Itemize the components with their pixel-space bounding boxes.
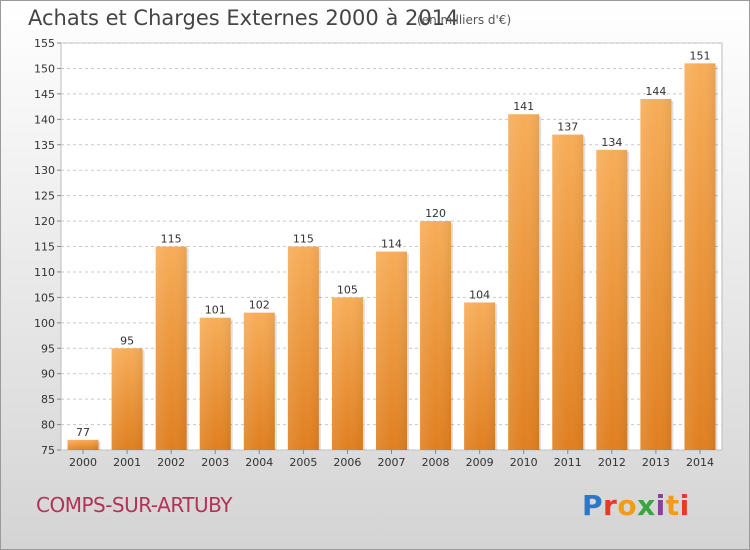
x-tick-label: 2011 [554, 456, 582, 469]
y-tick-label: 110 [34, 266, 55, 279]
x-tick-label: 2014 [686, 456, 714, 469]
bar-highlight [111, 348, 143, 450]
y-tick-label: 155 [34, 37, 55, 50]
x-tick-label: 2003 [201, 456, 229, 469]
x-tick-label: 2000 [69, 456, 97, 469]
x-tick-label: 2006 [333, 456, 361, 469]
y-tick-label: 80 [41, 419, 55, 432]
bar-highlight [376, 251, 407, 450]
y-tick-label: 135 [34, 139, 55, 152]
logo-letter: x [637, 489, 656, 522]
bar-highlight [243, 312, 275, 450]
logo-letter: i [655, 489, 666, 522]
y-tick-label: 130 [34, 164, 55, 177]
y-tick-label: 95 [41, 342, 55, 355]
y-tick-label: 75 [41, 444, 55, 457]
value-label: 115 [161, 233, 182, 246]
bar-highlight [464, 302, 496, 450]
x-tick-label: 2002 [157, 456, 185, 469]
y-tick-label: 85 [41, 393, 55, 406]
x-tick-label: 2010 [510, 456, 538, 469]
x-tick-label: 2013 [642, 456, 670, 469]
y-tick-label: 120 [34, 215, 55, 228]
bar-highlight [508, 114, 540, 450]
logo-letter: t [665, 489, 680, 522]
x-tick-label: 2009 [466, 456, 494, 469]
y-tick-label: 115 [34, 241, 55, 254]
logo-letter: i [679, 489, 690, 522]
chart-subtitle: (en milliers d'€) [417, 13, 512, 27]
bar-highlight [684, 63, 716, 450]
value-label: 144 [645, 85, 666, 98]
y-tick-label: 150 [34, 62, 55, 75]
y-tick-label: 90 [41, 368, 55, 381]
value-label: 120 [425, 207, 446, 220]
bar-highlight [552, 134, 584, 450]
value-label: 115 [293, 233, 314, 246]
x-axis-ticks: 2000 2001 2002 2003 2004 2005 2006 2007 2008 2009… [69, 450, 714, 469]
value-label: 102 [249, 299, 270, 312]
y-tick-label: 140 [34, 113, 55, 126]
value-label: 105 [337, 283, 358, 296]
value-labels: 77 95 115 101 102 115 105 114 120 104 141 137 134 144… [76, 49, 710, 438]
bar-highlight [155, 246, 187, 450]
value-label: 151 [689, 49, 710, 62]
y-tick-label: 100 [34, 317, 55, 330]
proxiti-logo: Proxiti [582, 489, 690, 522]
bar-highlight [596, 149, 628, 450]
x-tick-label: 2005 [289, 456, 317, 469]
y-tick-label: 145 [34, 88, 55, 101]
chart-title: Achats et Charges Externes 2000 à 2014 [28, 6, 459, 30]
x-tick-label: 2001 [113, 456, 141, 469]
bar-highlight [420, 221, 452, 450]
x-tick-label: 2007 [378, 456, 406, 469]
value-label: 101 [205, 304, 226, 317]
value-label: 77 [76, 426, 90, 439]
x-tick-label: 2012 [598, 456, 626, 469]
bar-highlight [199, 317, 231, 450]
bars [67, 63, 718, 451]
value-label: 137 [557, 121, 578, 134]
value-label: 95 [120, 334, 134, 347]
value-label: 134 [601, 136, 622, 149]
x-tick-label: 2008 [422, 456, 450, 469]
value-label: 104 [469, 288, 490, 301]
x-tick-label: 2004 [245, 456, 273, 469]
location-name: COMPS-SUR-ARTUBY [36, 493, 232, 517]
bar-highlight [287, 246, 319, 450]
value-label: 141 [513, 100, 534, 113]
logo-letter: o [617, 489, 638, 522]
value-label: 114 [381, 238, 402, 251]
y-tick-label: 125 [34, 190, 55, 203]
bar-highlight [67, 439, 99, 450]
logo-letter: r [603, 489, 618, 522]
bar-highlight [640, 98, 672, 451]
y-axis-ticks: 75 80 85 90 95 100 105 110 115 120 125 130 135 140 145… [34, 37, 61, 457]
y-tick-label: 105 [34, 291, 55, 304]
logo-letter: P [582, 489, 604, 522]
bar-highlight [331, 297, 363, 450]
